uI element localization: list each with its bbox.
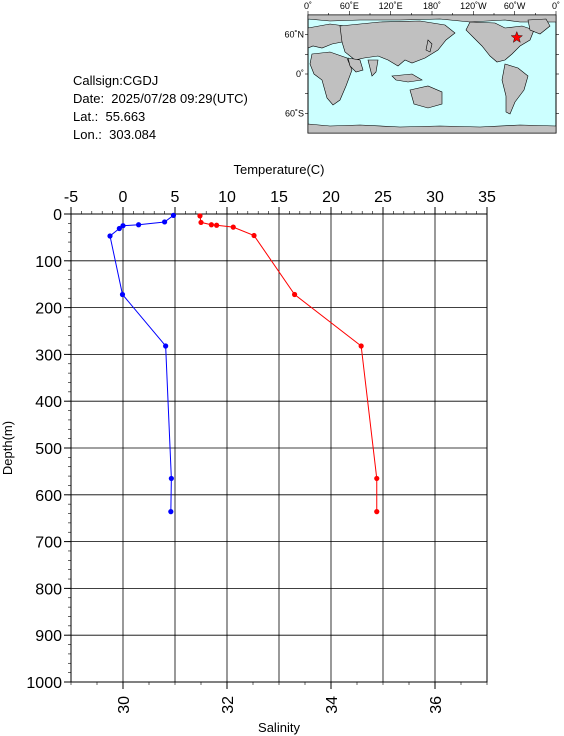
map-lon-label: 120˚W bbox=[460, 1, 487, 11]
date-text: Date: 2025/07/28 09:29(UTC) bbox=[73, 91, 248, 106]
salinity-point bbox=[120, 223, 126, 229]
map-land-greenland bbox=[527, 18, 551, 35]
salinity-line bbox=[109, 214, 174, 512]
map-land-arabia bbox=[347, 57, 364, 73]
longitude-text: Lon.: 303.084 bbox=[73, 127, 157, 142]
temperature-point bbox=[374, 475, 380, 482]
map-lat-label: 0˚ bbox=[296, 69, 304, 79]
salinity-point bbox=[107, 233, 113, 239]
map-land-australia bbox=[409, 85, 443, 109]
top-tick-label: 0 bbox=[119, 189, 128, 206]
map-land-northpole bbox=[307, 14, 557, 23]
map-land-indonesia bbox=[391, 73, 423, 83]
y-tick-label: 600 bbox=[35, 488, 62, 505]
y-tick-label: 1000 bbox=[26, 675, 62, 692]
temperature-line bbox=[199, 215, 378, 512]
temperature-point bbox=[214, 222, 220, 228]
salinity-point bbox=[116, 225, 122, 232]
temperature-point bbox=[374, 509, 380, 515]
bottom-tick-label: 32 bbox=[220, 696, 237, 714]
temperature-point bbox=[197, 213, 203, 219]
y-tick-label: 100 bbox=[35, 254, 62, 271]
temperature-point bbox=[358, 343, 364, 349]
y-axis-label: Depth(m) bbox=[0, 421, 15, 475]
top-tick-label: 15 bbox=[270, 189, 288, 206]
top-tick-label: 30 bbox=[426, 189, 444, 206]
y-tick-label: 0 bbox=[53, 207, 62, 224]
salinity-point bbox=[170, 212, 177, 218]
top-tick-label: 25 bbox=[374, 189, 392, 206]
salinity-point bbox=[168, 475, 174, 482]
y-tick-label: 400 bbox=[35, 394, 62, 411]
y-tick-label: 200 bbox=[35, 301, 62, 318]
top-tick-label: 35 bbox=[478, 189, 496, 206]
y-tick-label: 900 bbox=[35, 628, 62, 645]
top-tick-label: -5 bbox=[64, 189, 78, 206]
map-lon-label: 120˚E bbox=[379, 1, 403, 11]
temperature-point bbox=[230, 224, 236, 230]
map-lon-label: 60˚W bbox=[504, 1, 526, 11]
chart-grid bbox=[70, 213, 488, 683]
salinity-point bbox=[163, 343, 169, 349]
map-lon-label: 60˚E bbox=[340, 1, 359, 11]
map-land-japan bbox=[425, 39, 433, 53]
bottom-tick-label: 36 bbox=[428, 696, 445, 714]
top-tick-label: 20 bbox=[322, 189, 340, 206]
map-land-antarctica bbox=[307, 123, 557, 134]
y-tick-label: 300 bbox=[35, 347, 62, 364]
bottom-tick-label: 30 bbox=[116, 696, 133, 714]
bottom-tick-label: 34 bbox=[324, 696, 341, 714]
salinity-series bbox=[107, 212, 177, 515]
map-lon-label: 180˚ bbox=[423, 1, 441, 11]
data-series bbox=[107, 212, 380, 515]
map-land-south-america bbox=[501, 63, 529, 115]
temperature-series bbox=[197, 213, 380, 515]
map-lat-label: 60˚N bbox=[284, 30, 304, 40]
star-icon bbox=[510, 30, 524, 43]
axis-ticks bbox=[64, 207, 488, 689]
map-land-india bbox=[367, 59, 379, 77]
temperature-point bbox=[198, 219, 204, 226]
salinity-point bbox=[162, 219, 168, 225]
top-tick-label: 5 bbox=[171, 189, 180, 206]
salinity-point bbox=[168, 509, 174, 515]
latitude-text: Lat.: 55.663 bbox=[73, 109, 146, 124]
temperature-point bbox=[292, 291, 298, 298]
y-tick-label: 800 bbox=[35, 581, 62, 598]
y-tick-label: 500 bbox=[35, 441, 62, 458]
bottom-axis-label: Salinity bbox=[258, 720, 300, 735]
top-axis-label: Temperature(C) bbox=[233, 162, 324, 177]
y-tick-label: 700 bbox=[35, 535, 62, 552]
salinity-point bbox=[136, 222, 142, 228]
map-latitude-labels: 60˚N 0˚ 60˚S bbox=[284, 30, 304, 119]
salinity-point bbox=[119, 291, 126, 298]
map-frame bbox=[305, 11, 559, 114]
temperature-point bbox=[208, 222, 214, 228]
map-land-africa bbox=[309, 51, 353, 106]
location-map: 0˚ 60˚E 120˚E 180˚ 120˚W 60˚W 0˚ 60˚N 0˚ 60˚S bbox=[284, 1, 560, 134]
station-info: Callsign:CGDJ Date: 2025/07/28 09:29(UTC… bbox=[73, 72, 248, 144]
map-lon-label: 0˚ bbox=[304, 1, 312, 11]
map-land-europe bbox=[307, 23, 349, 49]
map-lon-label: 0˚ bbox=[552, 1, 560, 11]
axis-tick-labels: -5 0 5 10 15 20 25 30 35010020030040050060070080… bbox=[26, 189, 496, 714]
top-tick-label: 10 bbox=[218, 189, 236, 206]
map-longitude-labels: 0˚ 60˚E 120˚E 180˚ 120˚W 60˚W 0˚ bbox=[304, 1, 560, 11]
map-land bbox=[307, 14, 557, 134]
map-lat-label: 60˚S bbox=[285, 108, 304, 118]
callsign-text: Callsign:CGDJ bbox=[73, 73, 159, 88]
temperature-point bbox=[251, 232, 257, 239]
